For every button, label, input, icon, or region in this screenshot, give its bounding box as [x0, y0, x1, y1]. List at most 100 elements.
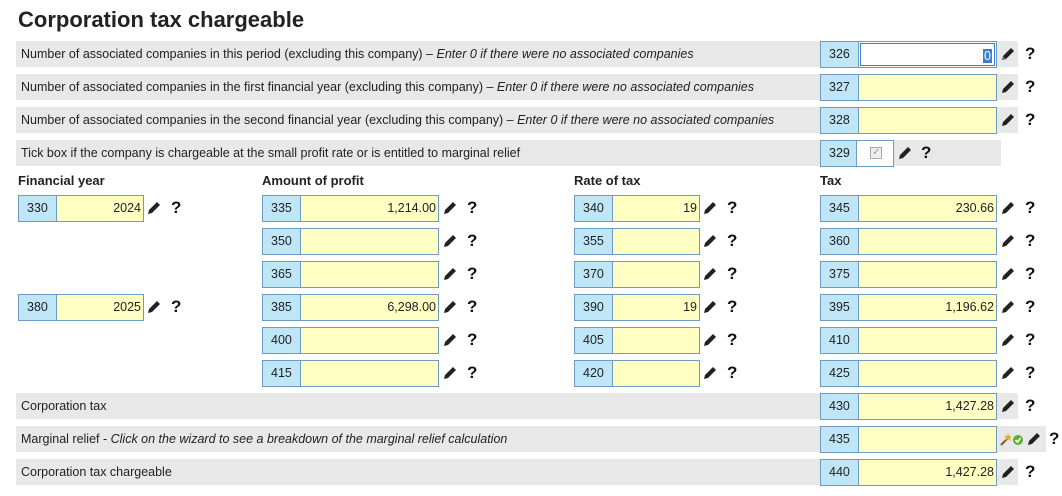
tax-input[interactable] [859, 328, 996, 353]
box-number: 410 [821, 328, 859, 353]
help-icon[interactable]: ? [727, 264, 738, 283]
help-icon[interactable]: ? [1025, 231, 1036, 250]
amount-of-profit-input[interactable]: 1,214.00 [301, 196, 438, 221]
help-icon[interactable]: ? [1025, 264, 1036, 283]
amount-of-profit-input[interactable] [301, 328, 438, 353]
pencil-icon[interactable] [702, 332, 718, 348]
pencil-icon[interactable] [897, 145, 913, 161]
help-icon[interactable]: ? [171, 297, 182, 316]
pencil-icon[interactable] [442, 266, 458, 282]
help-icon[interactable]: ? [467, 264, 478, 283]
amount-of-profit-input[interactable] [301, 361, 438, 386]
help-icon[interactable]: ? [1025, 363, 1036, 382]
tax-input[interactable]: 230.66 [859, 196, 996, 221]
pencil-icon[interactable] [1000, 79, 1016, 95]
corporation-tax-label: Corporation tax [21, 399, 107, 413]
pencil-icon[interactable] [1000, 299, 1016, 315]
wizard-icon[interactable] [1000, 431, 1028, 447]
help-icon[interactable]: ? [171, 198, 182, 217]
pencil-icon[interactable] [1000, 398, 1016, 414]
rate-of-tax-input[interactable]: 19 [613, 196, 699, 221]
tax-input[interactable] [859, 361, 996, 386]
pencil-icon[interactable] [1000, 233, 1016, 249]
rate-of-tax-input[interactable]: 19 [613, 295, 699, 320]
pencil-icon[interactable] [1000, 112, 1016, 128]
help-icon[interactable]: ? [467, 231, 478, 250]
help-icon[interactable]: ? [1025, 330, 1036, 349]
pencil-icon[interactable] [1026, 431, 1042, 447]
box-number: 330 [19, 196, 57, 221]
pencil-icon[interactable] [442, 299, 458, 315]
box-number: 400 [263, 328, 301, 353]
help-icon[interactable]: ? [1025, 396, 1036, 415]
box-number: 435 [821, 427, 859, 452]
corporation-tax-chargeable-input[interactable]: 1,427.28 [859, 460, 996, 485]
box-number: 385 [263, 295, 301, 320]
field-329: 329 ✓ [820, 140, 894, 167]
rate-of-tax-input[interactable] [613, 328, 699, 353]
pencil-icon[interactable] [1000, 365, 1016, 381]
field-375: 375 [820, 261, 997, 288]
amount-of-profit-input[interactable] [301, 262, 438, 287]
box-number: 328 [821, 108, 859, 133]
column-header-amount-of-profit: Amount of profit [262, 173, 364, 188]
help-icon[interactable]: ? [467, 330, 478, 349]
pencil-icon[interactable] [1000, 200, 1016, 216]
help-icon[interactable]: ? [1025, 77, 1036, 96]
pencil-icon[interactable] [442, 233, 458, 249]
help-icon[interactable]: ? [1025, 44, 1036, 63]
help-icon[interactable]: ? [727, 297, 738, 316]
corporation-tax-input[interactable]: 1,427.28 [859, 394, 996, 419]
box-number: 326 [821, 42, 859, 67]
rate-of-tax-input[interactable] [613, 229, 699, 254]
pencil-icon[interactable] [702, 200, 718, 216]
pencil-icon[interactable] [442, 332, 458, 348]
associated-companies-second-year-input[interactable] [859, 108, 996, 133]
field-405: 405 [574, 327, 700, 354]
help-icon[interactable]: ? [921, 143, 932, 162]
field-370: 370 [574, 261, 700, 288]
pencil-icon[interactable] [1000, 332, 1016, 348]
amount-of-profit-input[interactable]: 6,298.00 [301, 295, 438, 320]
financial-year-input[interactable]: 2024 [57, 196, 143, 221]
help-icon[interactable]: ? [1025, 198, 1036, 217]
pencil-icon[interactable] [146, 299, 162, 315]
pencil-icon[interactable] [702, 365, 718, 381]
field-380: 380 2025 [18, 294, 144, 321]
pencil-icon[interactable] [702, 266, 718, 282]
help-icon[interactable]: ? [1025, 297, 1036, 316]
help-icon[interactable]: ? [1025, 462, 1036, 481]
pencil-icon[interactable] [702, 299, 718, 315]
help-icon[interactable]: ? [727, 363, 738, 382]
rate-of-tax-input[interactable] [613, 361, 699, 386]
pencil-icon[interactable] [702, 233, 718, 249]
pencil-icon[interactable] [1000, 46, 1016, 62]
pencil-icon[interactable] [146, 200, 162, 216]
amount-of-profit-input[interactable] [301, 229, 438, 254]
help-icon[interactable]: ? [1025, 110, 1036, 129]
help-icon[interactable]: ? [727, 330, 738, 349]
tax-input[interactable] [859, 262, 996, 287]
pencil-icon[interactable] [442, 200, 458, 216]
help-icon[interactable]: ? [467, 297, 478, 316]
field-430: 430 1,427.28 [820, 393, 997, 420]
financial-year-input[interactable]: 2025 [57, 295, 143, 320]
help-icon[interactable]: ? [467, 363, 478, 382]
help-icon[interactable]: ? [727, 231, 738, 250]
row-label-327: Number of associated companies in the fi… [21, 80, 755, 94]
rate-of-tax-input[interactable] [613, 262, 699, 287]
marginal-relief-input[interactable] [859, 427, 996, 452]
pencil-icon[interactable] [1000, 464, 1016, 480]
associated-companies-first-year-input[interactable] [859, 75, 996, 100]
tax-input[interactable]: 1,196.62 [859, 295, 996, 320]
help-icon[interactable]: ? [467, 198, 478, 217]
tax-input[interactable] [859, 229, 996, 254]
help-icon[interactable]: ? [1049, 429, 1060, 448]
box-number: 350 [263, 229, 301, 254]
row-label-329: Tick box if the company is chargeable at… [21, 146, 521, 160]
pencil-icon[interactable] [442, 365, 458, 381]
help-icon[interactable]: ? [727, 198, 738, 217]
pencil-icon[interactable] [1000, 266, 1016, 282]
small-profit-checkbox[interactable]: ✓ [870, 147, 883, 159]
associated-companies-input[interactable]: 0 [860, 43, 995, 66]
